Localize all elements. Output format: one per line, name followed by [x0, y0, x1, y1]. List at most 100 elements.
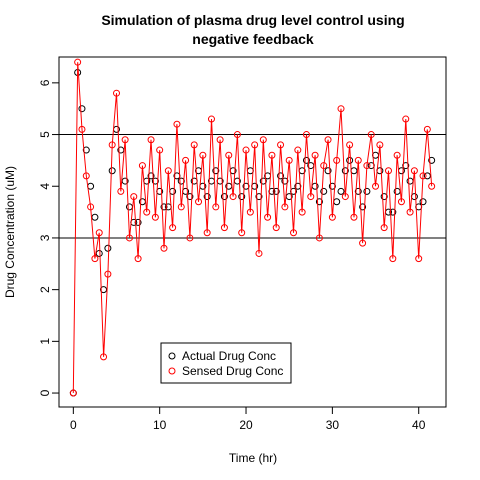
data-point: [125, 234, 133, 242]
data-point: [311, 151, 319, 159]
data-point: [255, 249, 263, 257]
data-point: [134, 255, 142, 263]
data-point: [203, 229, 211, 237]
x-axis-label: Time (hr): [229, 451, 277, 465]
data-point: [147, 136, 155, 144]
data-point: [238, 193, 246, 201]
data-point: [251, 141, 259, 149]
data-point: [294, 182, 302, 190]
data-point: [389, 255, 397, 263]
data-point: [346, 156, 354, 164]
data-point: [212, 167, 220, 175]
data-point: [272, 224, 280, 232]
data-point: [203, 193, 211, 201]
data-point: [169, 187, 177, 195]
x-tick-label: 10: [153, 418, 167, 432]
data-point: [138, 162, 146, 170]
data-point: [285, 156, 293, 164]
data-point: [95, 229, 103, 237]
data-point: [151, 213, 159, 221]
y-tick-label: 1: [38, 338, 52, 345]
data-point: [190, 141, 198, 149]
data-point: [363, 162, 371, 170]
y-tick-label: 3: [38, 234, 52, 241]
data-point: [74, 58, 82, 66]
data-point: [402, 162, 410, 170]
plot-frame: [58, 56, 447, 408]
data-point: [121, 136, 129, 144]
data-point: [328, 182, 336, 190]
data-point: [216, 136, 224, 144]
data-point: [100, 353, 108, 361]
data-point: [108, 167, 116, 175]
data-point: [290, 229, 298, 237]
data-point: [341, 193, 349, 201]
data-point: [298, 208, 306, 216]
x-tick-label: 0: [70, 418, 77, 432]
data-point: [238, 229, 246, 237]
data-point: [354, 187, 362, 195]
data-point: [419, 198, 427, 206]
data-point: [328, 213, 336, 221]
data-point: [87, 203, 95, 211]
data-point: [410, 167, 418, 175]
chart-title: Simulation of plasma drug level control …: [101, 12, 404, 28]
data-point: [363, 187, 371, 195]
data-point: [186, 234, 194, 242]
data-point: [428, 182, 436, 190]
data-point: [173, 120, 181, 128]
data-point: [125, 203, 133, 211]
data-point: [259, 177, 267, 185]
data-point: [82, 146, 90, 154]
data-point: [320, 187, 328, 195]
series-line: [72, 62, 433, 394]
data-point: [199, 151, 207, 159]
data-point: [255, 193, 263, 201]
legend-label: Sensed Drug Conc: [182, 364, 283, 378]
data-point: [177, 177, 185, 185]
data-point: [104, 244, 112, 252]
data-point: [91, 213, 99, 221]
data-point: [143, 208, 151, 216]
data-point: [415, 255, 423, 263]
data-point: [389, 208, 397, 216]
data-point: [229, 193, 237, 201]
data-point: [350, 167, 358, 175]
data-point: [372, 182, 380, 190]
data-point: [423, 172, 431, 180]
data-point: [333, 156, 341, 164]
data-point: [195, 198, 203, 206]
data-point: [380, 224, 388, 232]
data-point: [277, 141, 285, 149]
legend-marker: [168, 367, 176, 375]
data-point: [246, 208, 254, 216]
data-point: [337, 105, 345, 113]
y-tick-label: 5: [38, 131, 52, 138]
data-point: [169, 224, 177, 232]
data-point: [108, 141, 116, 149]
data-point: [428, 156, 436, 164]
data-point: [95, 249, 103, 257]
y-tick-label: 2: [38, 286, 52, 293]
data-point: [225, 151, 233, 159]
data-point: [233, 131, 241, 139]
legend-marker: [168, 352, 176, 360]
x-tick-label: 20: [239, 418, 253, 432]
data-point: [402, 115, 410, 123]
data-point: [346, 141, 354, 149]
data-point: [384, 167, 392, 175]
data-point: [397, 198, 405, 206]
data-point: [393, 151, 401, 159]
legend-box: [160, 342, 292, 384]
data-point: [207, 115, 215, 123]
data-point: [160, 244, 168, 252]
data-point: [324, 167, 332, 175]
data-point: [113, 89, 121, 97]
y-axis-label: Drug Concentration (uM): [3, 166, 17, 298]
data-point: [117, 187, 125, 195]
data-point: [376, 141, 384, 149]
data-point: [160, 203, 168, 211]
data-point: [281, 203, 289, 211]
data-point: [69, 389, 77, 397]
